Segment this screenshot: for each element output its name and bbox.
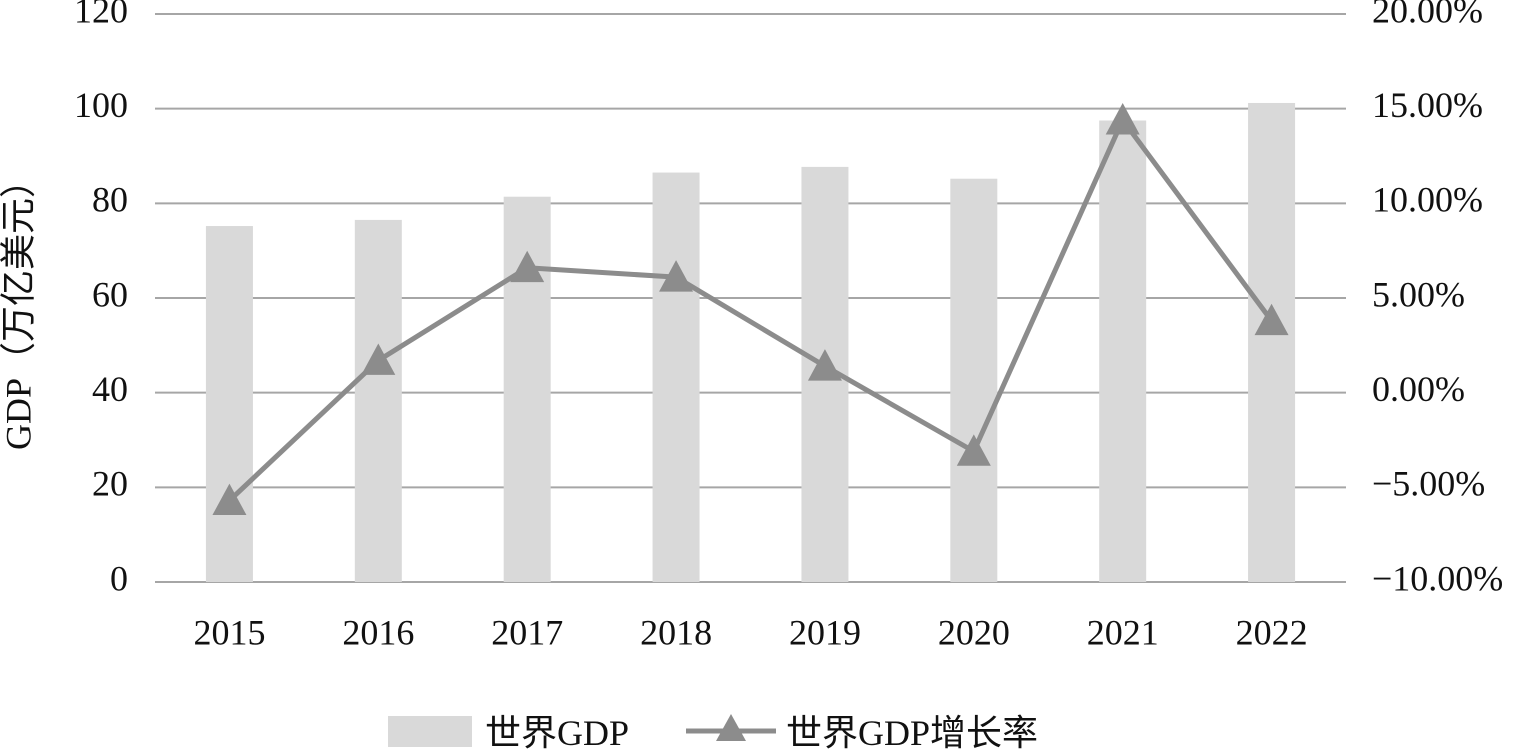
x-tick-label: 2015 [193,612,265,652]
y-tick-label: 60 [92,274,128,314]
x-tick-label: 2019 [789,612,861,652]
y2-tick-label: −5.00% [1372,464,1485,504]
growth-line [227,117,1274,503]
y-tick-label: 120 [74,0,128,30]
line-series [212,103,1289,516]
legend-bar-label: 世界GDP [485,713,629,751]
line-point [212,483,247,516]
bar [950,178,998,582]
legend: 世界GDP 世界GDP增长率 [388,713,1038,751]
bar [652,172,700,583]
x-tick-label: 2021 [1087,612,1159,652]
x-tick-label: 2018 [640,612,712,652]
bar [205,226,253,582]
y2-tick-label: 20.00% [1372,0,1483,30]
x-tick-label: 2016 [342,612,414,652]
y-tick-label: 40 [92,369,128,409]
y-axis-label: GDP（万亿美元） [0,162,38,450]
right-axis-ticks: −10.00% −5.00% 0.00% 5.00% 10.00% 15.00% 20.00… [1372,0,1503,598]
bar [1248,102,1296,582]
y2-tick-label: 10.00% [1372,180,1483,220]
line-point [1105,103,1140,135]
line-point [956,434,991,466]
bar [1099,120,1147,582]
gridlines [155,13,1346,583]
x-tick-label: 2020 [938,612,1010,652]
legend-bar-swatch [388,716,472,747]
x-tick-label: 2022 [1236,612,1308,652]
line-point [807,349,842,381]
line-point [1254,303,1289,336]
bar [354,219,402,582]
x-axis-ticks: 2015 2016 2017 2018 2019 2020 2021 2022 [193,612,1307,652]
y2-tick-label: 0.00% [1372,369,1465,409]
bar-series [205,102,1296,583]
legend-line-label: 世界GDP增长率 [786,713,1038,751]
y-tick-label: 20 [92,464,128,504]
line-point [510,250,545,283]
y-tick-label: 0 [110,558,128,598]
y2-tick-label: 5.00% [1372,274,1465,314]
y-tick-label: 100 [74,85,128,125]
left-axis-ticks: 0 20 40 60 80 100 120 [74,0,128,598]
y2-tick-label: −10.00% [1372,558,1503,598]
y2-tick-label: 15.00% [1372,85,1483,125]
line-point [361,343,396,375]
legend-triangle-marker [716,714,746,741]
line-point [659,260,694,292]
x-tick-label: 2017 [491,612,563,652]
y-tick-label: 80 [92,180,128,220]
